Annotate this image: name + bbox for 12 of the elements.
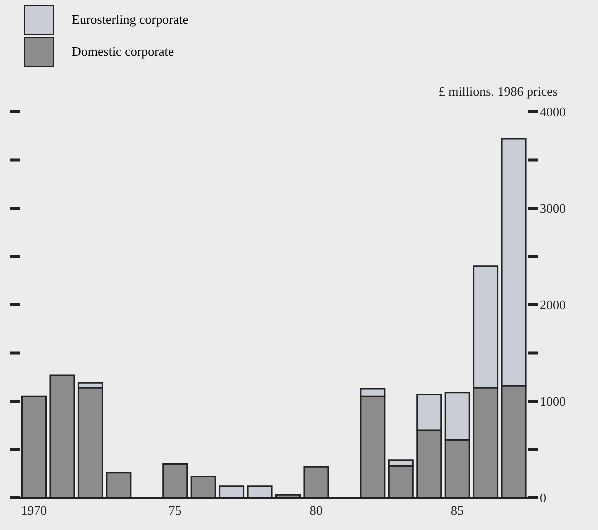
y-tick-label: 4000 [540, 104, 566, 120]
legend-label: Domestic corporate [72, 44, 174, 60]
x-tick-label: 75 [168, 503, 182, 518]
y-tick-label: 1000 [540, 394, 566, 410]
legend-label: Eurosterling corporate [72, 12, 189, 28]
x-tick-label: 1970 [21, 503, 48, 518]
x-tick-label: 80 [310, 503, 323, 518]
y-axis-title: £ millions. 1986 prices [438, 84, 558, 100]
y-tick-label: 0 [540, 490, 546, 506]
x-tick-label: 85 [450, 503, 464, 518]
y-tick-label: 3000 [540, 201, 566, 216]
y-tick-label: 2000 [540, 298, 566, 313]
